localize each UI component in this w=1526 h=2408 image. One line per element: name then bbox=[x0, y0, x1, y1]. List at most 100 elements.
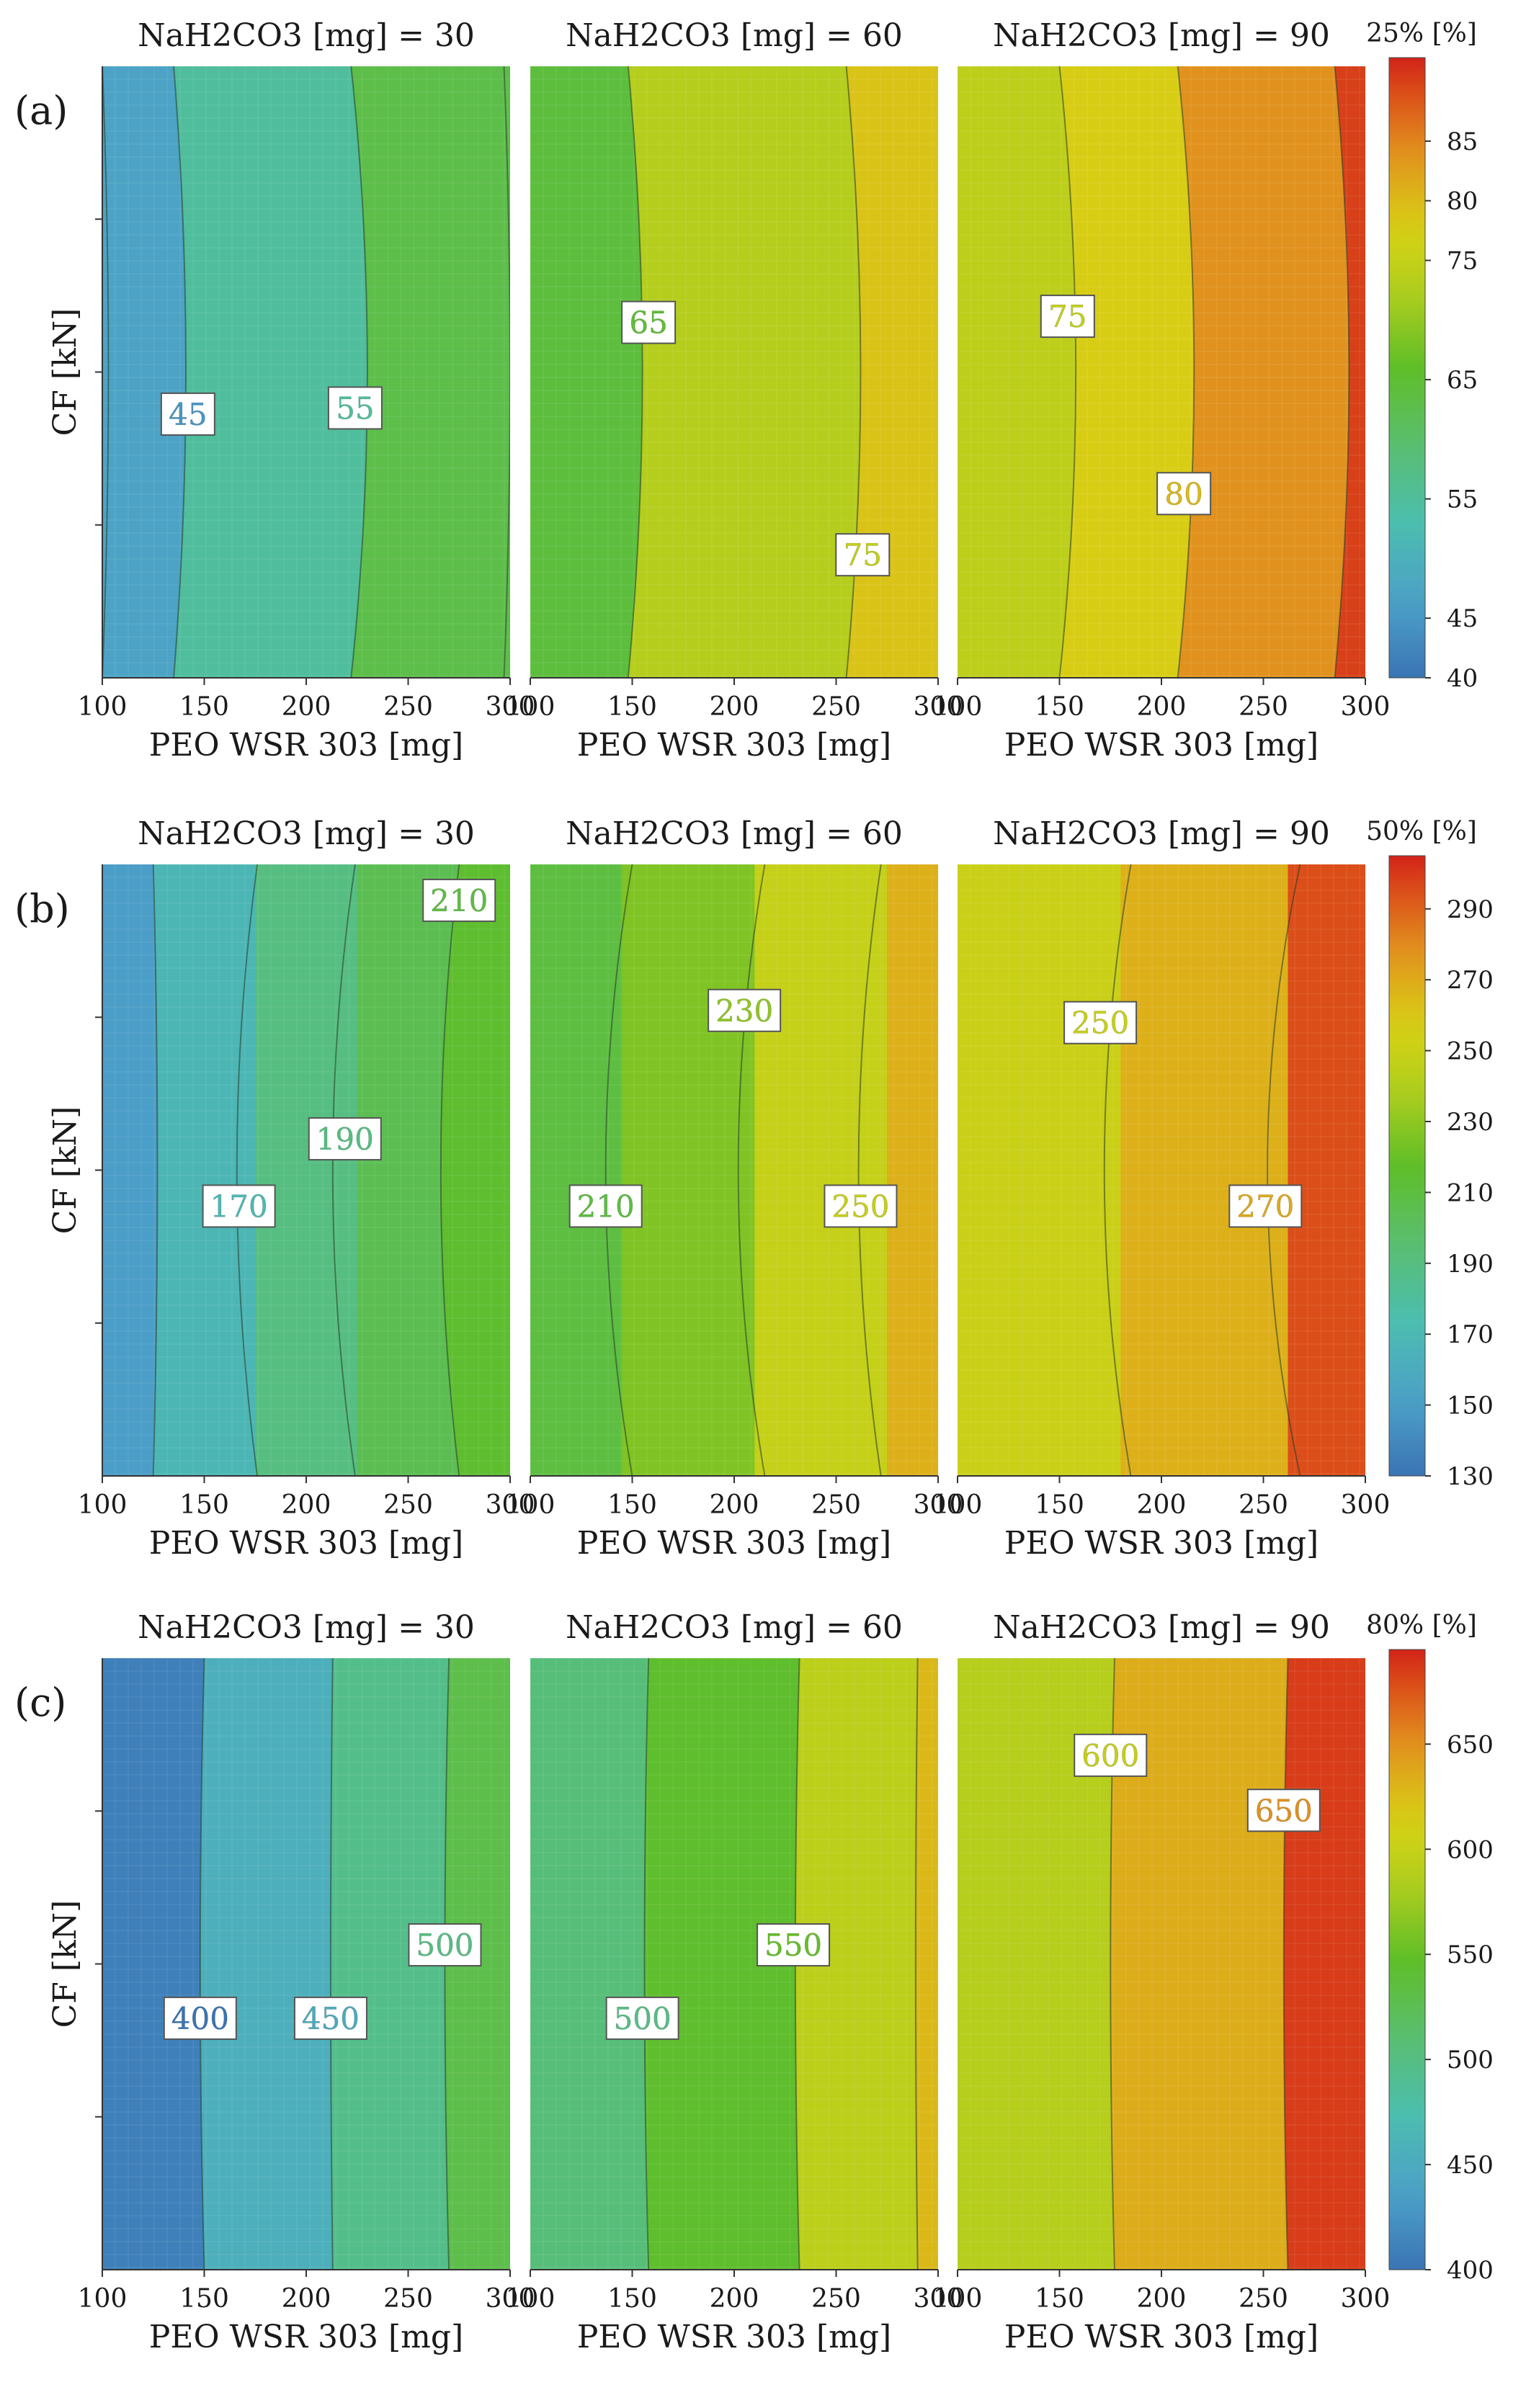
fill-band bbox=[1283, 1658, 1365, 2270]
subplot-0: 170 190 210 NaH2CO3 [mg] = 30 100 150 200 250 30… bbox=[78, 815, 535, 1562]
fill-band bbox=[330, 1658, 450, 2270]
subplot-0: 45 55 NaH2CO3 [mg] = 30 100 150 200 250 300 PEO … bbox=[78, 17, 535, 764]
contour-line bbox=[199, 1658, 205, 2270]
x-tick-label: 200 bbox=[1137, 692, 1187, 722]
contour-label-text: 500 bbox=[416, 1928, 473, 1963]
x-tick-label: 250 bbox=[383, 1490, 433, 1520]
contour-label-text: 210 bbox=[577, 1189, 635, 1224]
contour-line bbox=[604, 864, 633, 1476]
colorbar-title: 80% [%] bbox=[1366, 1611, 1477, 1640]
contour-line bbox=[329, 1658, 334, 2270]
x-tick-label: 300 bbox=[486, 2284, 535, 2314]
fill-band bbox=[153, 864, 256, 1476]
y-axis-label: CF [kN] bbox=[47, 1106, 84, 1235]
contour-line bbox=[1282, 1658, 1289, 2270]
fill-band bbox=[644, 1658, 800, 2270]
x-axis-label: PEO WSR 303 [mg] bbox=[577, 1525, 891, 1562]
x-axis-label: PEO WSR 303 [mg] bbox=[577, 2319, 891, 2355]
colorbar-tick-label: 190 bbox=[1447, 1250, 1494, 1279]
contour-line bbox=[1334, 66, 1350, 678]
contour-line bbox=[737, 864, 766, 1476]
plot-area bbox=[530, 66, 938, 678]
fill-band bbox=[530, 66, 643, 678]
fill-band bbox=[102, 864, 158, 1476]
contour-label-text: 400 bbox=[171, 2001, 229, 2036]
fill-band bbox=[795, 1658, 918, 2270]
contour-label: 500 bbox=[408, 1923, 482, 1967]
x-tick-label: 300 bbox=[486, 692, 535, 722]
fill-band bbox=[754, 864, 888, 1476]
fill-band bbox=[958, 864, 1121, 1476]
fill-band bbox=[1120, 864, 1288, 1476]
x-tick-label: 150 bbox=[1035, 692, 1084, 722]
subplot-title: NaH2CO3 [mg] = 30 bbox=[138, 815, 475, 852]
colorbar-tick-label: 650 bbox=[1447, 1730, 1494, 1759]
x-axis-label: PEO WSR 303 [mg] bbox=[149, 727, 463, 764]
subplot-title: NaH2CO3 [mg] = 60 bbox=[566, 17, 903, 54]
x-tick-label: 300 bbox=[914, 692, 963, 722]
x-tick-label: 250 bbox=[383, 2284, 433, 2314]
contour-label: 190 bbox=[308, 1117, 382, 1161]
x-tick-label: 100 bbox=[506, 2284, 555, 2314]
contour-label: 500 bbox=[605, 1996, 679, 2040]
x-tick-label: 150 bbox=[1035, 1490, 1084, 1520]
colorbar-tick-label: 170 bbox=[1447, 1320, 1494, 1349]
x-tick-label: 100 bbox=[78, 1490, 128, 1520]
colorbar-tick-label: 500 bbox=[1447, 2046, 1494, 2074]
x-tick-label: 200 bbox=[710, 1490, 759, 1520]
contour-label-text: 80 bbox=[1164, 476, 1202, 511]
plot-area bbox=[102, 66, 510, 678]
x-tick-label: 200 bbox=[282, 2284, 331, 2314]
colorbar-tick-label: 65 bbox=[1447, 366, 1478, 395]
x-axis-label: PEO WSR 303 [mg] bbox=[1004, 1525, 1318, 1562]
fill-band bbox=[174, 66, 367, 678]
fill-band bbox=[530, 864, 623, 1476]
colorbar: 80% [%] 400 450 500 550 600 650 bbox=[1366, 1611, 1494, 2285]
x-tick-label: 250 bbox=[811, 2284, 861, 2314]
panel-label: (a) bbox=[14, 88, 68, 133]
contour-line bbox=[1267, 864, 1301, 1476]
contour-label: 550 bbox=[757, 1923, 831, 1967]
colorbar-tick-label: 85 bbox=[1447, 127, 1478, 156]
x-axis-label: PEO WSR 303 [mg] bbox=[149, 2319, 463, 2355]
x-tick-label: 300 bbox=[1341, 2284, 1391, 2314]
contour-label-text: 650 bbox=[1255, 1793, 1313, 1828]
colorbar-tick-label: 290 bbox=[1447, 895, 1494, 924]
colorbar-title: 50% [%] bbox=[1366, 817, 1477, 846]
contour-line bbox=[102, 66, 110, 678]
colorbar-tick-label: 270 bbox=[1447, 966, 1494, 995]
colorbar-tick-label: 230 bbox=[1447, 1108, 1494, 1137]
x-tick-label: 300 bbox=[914, 1490, 963, 1520]
plot-area bbox=[102, 864, 510, 1476]
x-tick-label: 300 bbox=[914, 2284, 963, 2314]
contour-label: 55 bbox=[327, 386, 383, 430]
contour-label: 450 bbox=[293, 1996, 367, 2040]
colorbar-tick-label: 55 bbox=[1447, 485, 1478, 514]
contour-label-text: 500 bbox=[614, 2001, 671, 2036]
colorbar: 50% [%] 130 150 170 190 210 230 250 270 290 bbox=[1366, 817, 1494, 1491]
contour-label: 400 bbox=[163, 1996, 237, 2040]
contour-label-text: 270 bbox=[1236, 1189, 1294, 1224]
contour-line bbox=[350, 66, 368, 678]
y-axis-label: CF [kN] bbox=[47, 1900, 84, 2028]
contour-line bbox=[627, 66, 643, 678]
x-tick-label: 100 bbox=[78, 692, 128, 722]
contour-label: 600 bbox=[1074, 1733, 1148, 1777]
fill-band bbox=[887, 864, 938, 1476]
contour-line bbox=[1177, 66, 1195, 678]
contour-label: 170 bbox=[202, 1184, 276, 1228]
x-tick-label: 100 bbox=[933, 692, 983, 722]
contour-label: 230 bbox=[708, 988, 782, 1032]
plot-area bbox=[958, 1658, 1365, 2270]
fill-band bbox=[1288, 864, 1365, 1476]
fill-band bbox=[622, 864, 755, 1476]
fill-band bbox=[1059, 66, 1195, 678]
contour-line bbox=[331, 864, 356, 1476]
fill-band bbox=[357, 864, 460, 1476]
x-tick-label: 100 bbox=[933, 2284, 983, 2314]
colorbar-tick-label: 130 bbox=[1447, 1462, 1494, 1491]
x-tick-label: 150 bbox=[607, 2284, 657, 2314]
subplot-title: NaH2CO3 [mg] = 90 bbox=[993, 815, 1330, 852]
